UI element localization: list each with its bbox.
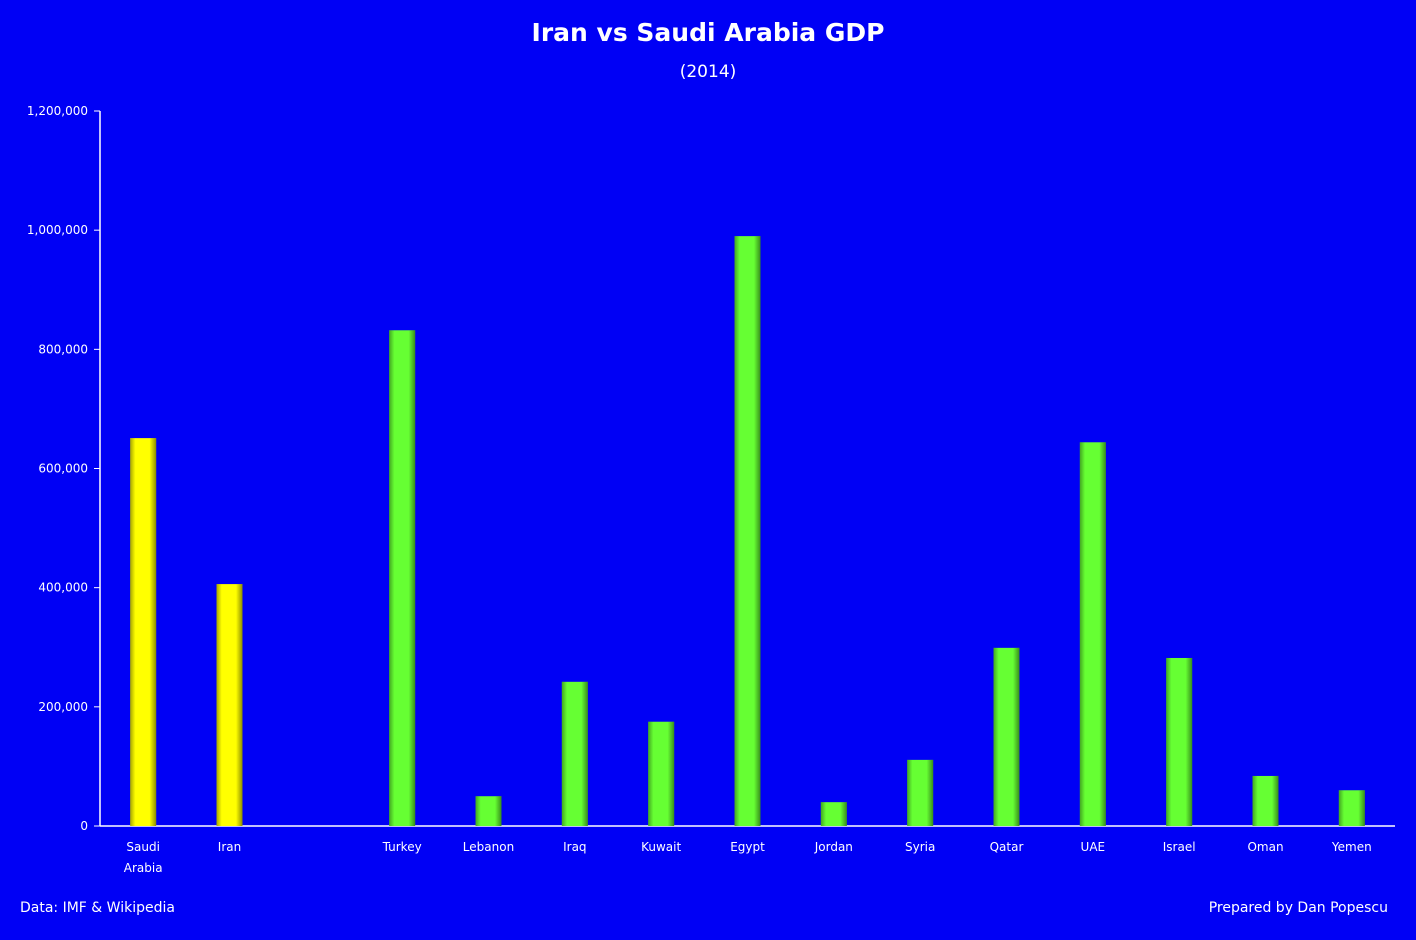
x-tick-label: Yemen <box>1331 840 1372 854</box>
x-tick-label: Kuwait <box>641 840 681 854</box>
chart-title: Iran vs Saudi Arabia GDP <box>531 18 885 47</box>
y-tick-label: 1,200,000 <box>27 104 88 118</box>
y-tick-label: 1,000,000 <box>27 223 88 237</box>
x-tick-label: Oman <box>1247 840 1283 854</box>
y-tick-label: 200,000 <box>38 700 88 714</box>
x-tick-label: UAE <box>1081 840 1106 854</box>
bar-shading <box>907 759 934 826</box>
bar-shading <box>1079 442 1106 826</box>
bar-shading <box>216 584 243 826</box>
x-tick-label: Iraq <box>563 840 586 854</box>
y-tick-label: 400,000 <box>38 581 88 595</box>
y-tick-label: 600,000 <box>38 462 88 476</box>
chart-subtitle: (2014) <box>679 62 737 82</box>
bar-shading <box>561 681 588 826</box>
data-source-note: Data: IMF & Wikipedia <box>20 900 175 916</box>
bar-shading <box>734 236 761 826</box>
x-tick-label: Iran <box>218 840 241 854</box>
bar-shading <box>475 796 502 826</box>
bar-shading <box>820 802 847 826</box>
x-tick-label: Saudi Arabia <box>124 840 163 875</box>
bar-shading <box>993 647 1020 826</box>
bar-shading <box>1338 790 1365 826</box>
bar-shading <box>1252 775 1279 826</box>
x-tick-label: Lebanon <box>463 840 514 854</box>
x-tick-label: Egypt <box>730 840 765 854</box>
y-tick-label: 0 <box>80 819 88 833</box>
bar-shading <box>648 721 675 826</box>
bar-shading <box>1166 657 1193 826</box>
credit-note: Prepared by Dan Popescu <box>1208 900 1388 916</box>
x-tick-label: Syria <box>905 840 935 854</box>
y-tick-label: 800,000 <box>38 342 88 356</box>
x-tick-label: Qatar <box>990 840 1024 854</box>
x-tick-label: Turkey <box>382 840 422 854</box>
bar-shading <box>389 330 416 826</box>
x-tick-label: Jordan <box>814 840 853 854</box>
bar-shading <box>130 438 157 826</box>
x-tick-label: Israel <box>1163 840 1196 854</box>
